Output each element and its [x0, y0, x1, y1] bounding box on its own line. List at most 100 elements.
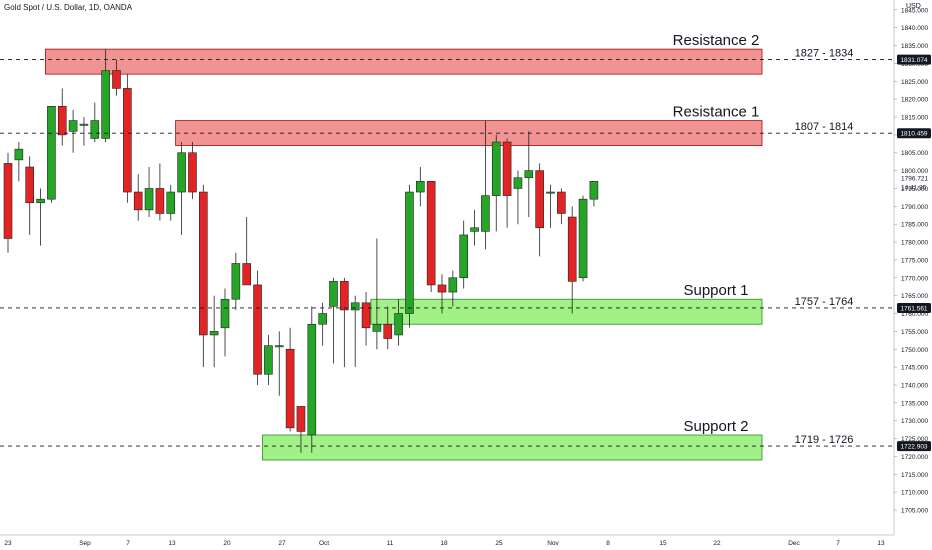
- candle: [491, 134, 501, 232]
- candle-body-up: [90, 120, 100, 139]
- candle: [296, 406, 306, 453]
- candle: [340, 277, 349, 368]
- time-tick-label: 13: [168, 540, 176, 547]
- price-tick-label: 1820.000: [901, 97, 928, 104]
- candle: [264, 334, 273, 385]
- candle-body-down: [296, 406, 306, 432]
- zone-title: Resistance 2: [673, 32, 760, 49]
- candle: [133, 174, 143, 221]
- candle: [123, 74, 132, 203]
- price-tick-label: 1805.000: [901, 150, 928, 157]
- price-tick-label: 1720.000: [901, 454, 928, 461]
- candle: [3, 152, 13, 253]
- zone-range-label: 1757 - 1764: [795, 296, 854, 308]
- time-tick-label: Oct: [319, 540, 329, 547]
- candle-body-up: [578, 198, 588, 279]
- candle: [231, 252, 241, 310]
- candle: [274, 331, 284, 396]
- candle-body-up: [318, 313, 327, 325]
- candle: [188, 142, 197, 200]
- price-tick-label: 1775.000: [901, 257, 928, 264]
- candle-body-up: [394, 313, 403, 336]
- candle: [578, 195, 588, 282]
- candle-body-up: [166, 191, 176, 214]
- candle-body-down: [123, 88, 132, 193]
- candle-body-down: [57, 105, 67, 136]
- candle: [415, 167, 425, 207]
- time-tick-label: Nov: [547, 540, 559, 547]
- candle: [426, 181, 436, 293]
- price-tick-label: 1765.000: [901, 293, 928, 300]
- price-tick-label: 1790.000: [901, 204, 928, 211]
- candle-body-down: [383, 323, 393, 339]
- candle: [329, 277, 338, 364]
- candle-body-up: [274, 345, 284, 348]
- candle: [567, 206, 577, 314]
- candle-body-up: [524, 170, 534, 179]
- candle-body-up: [79, 123, 89, 126]
- currency-label: USD: [906, 3, 921, 10]
- time-axis[interactable]: 23 Sep 7 13 20 27 Oct 11 18 25 Nov 8 15 22 Dec 7 13: [4, 540, 885, 547]
- symbol-title: Gold Spot / U.S. Dollar, 1D, OANDA: [4, 3, 133, 12]
- support-zone-4[interactable]: [261, 434, 763, 461]
- candle-body-down: [426, 181, 436, 286]
- candle: [524, 131, 534, 218]
- time-tick-label: 25: [495, 540, 503, 547]
- time-tick-label: 7: [126, 540, 130, 547]
- candle-body-up: [405, 191, 414, 314]
- candle-body-up: [350, 302, 360, 311]
- resistance-zone-1[interactable]: [45, 48, 763, 75]
- price-tick-label: 1730.000: [901, 418, 928, 425]
- candle: [383, 306, 393, 350]
- candle-body-down: [557, 191, 566, 214]
- candle: [448, 270, 458, 307]
- candle: [502, 138, 512, 228]
- price-tick-label: 1825.000: [901, 79, 928, 86]
- candle-body-down: [188, 152, 197, 193]
- price-tick-label: 1735.000: [901, 400, 928, 407]
- candle: [242, 217, 251, 286]
- time-tick-label: 27: [278, 540, 286, 547]
- candle: [470, 209, 479, 246]
- candle: [155, 163, 165, 221]
- zone-title: Resistance 1: [673, 104, 760, 121]
- candle: [513, 170, 523, 225]
- candle-body-up: [220, 298, 230, 329]
- time-tick-label: 11: [387, 540, 394, 547]
- candle-body-up: [513, 177, 523, 189]
- candle: [25, 156, 35, 235]
- candle: [90, 102, 100, 143]
- candle-body-up: [14, 148, 24, 161]
- candle-body-up: [101, 70, 110, 139]
- candle-body-up: [231, 263, 241, 300]
- candle-body-up: [459, 234, 469, 279]
- time-tick-label: 8: [606, 540, 610, 547]
- candles-layer: [3, 49, 599, 453]
- candle: [14, 142, 24, 182]
- candle-body-up: [307, 323, 317, 436]
- candle-body-down: [133, 191, 143, 211]
- candle: [57, 88, 67, 146]
- candle-body-down: [285, 348, 295, 429]
- price-level-tag-text: 1722.903: [900, 444, 927, 451]
- candle-body-down: [3, 163, 13, 239]
- level-lines-layer: Resistance 2 1827 - 1834 Resistance 1 1807 …: [0, 32, 894, 447]
- candle: [101, 49, 110, 143]
- candle-body-up: [264, 345, 273, 375]
- price-tick-label: 1760.000: [901, 311, 928, 318]
- candle-body-up: [415, 181, 425, 193]
- candle-body-up: [372, 323, 382, 332]
- candle-body-down: [535, 170, 544, 229]
- candle: [589, 181, 599, 207]
- time-tick-label: 22: [713, 540, 721, 547]
- price-axis[interactable]: 1705.000 1710.000 1715.000 1720.000 1725.000…: [894, 7, 931, 515]
- candle: [47, 105, 56, 203]
- support-zone-3[interactable]: [370, 298, 763, 325]
- zone-range-label: 1719 - 1726: [795, 434, 854, 446]
- candle: [437, 274, 447, 314]
- candle: [220, 288, 230, 357]
- price-tick-label: 1840.000: [901, 25, 928, 32]
- candle-body-down: [437, 284, 447, 293]
- candle-body-up: [491, 141, 501, 196]
